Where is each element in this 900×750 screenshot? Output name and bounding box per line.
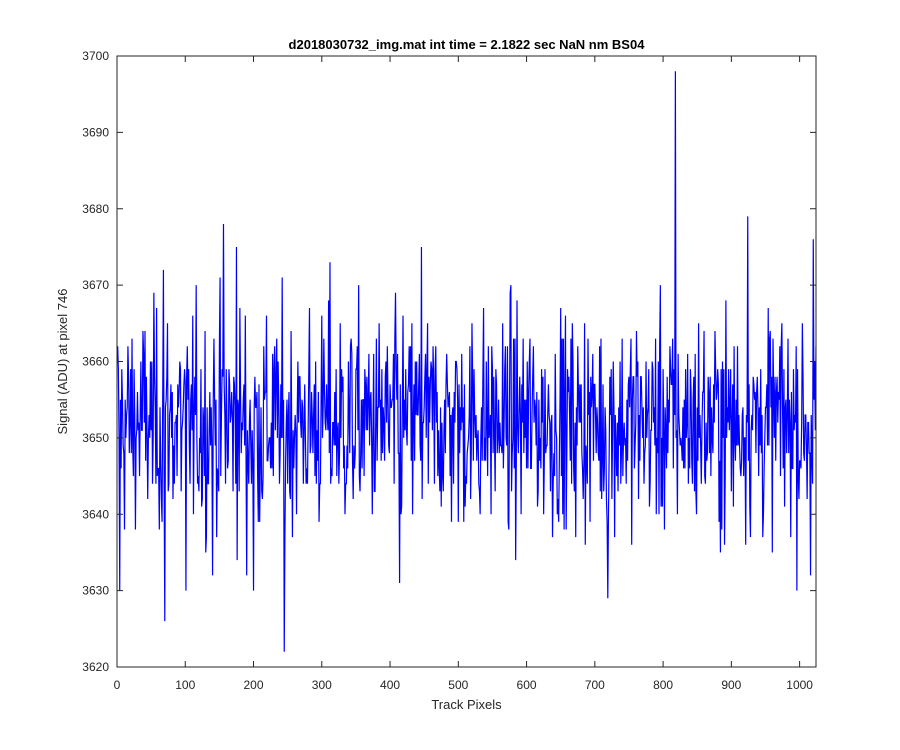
x-tick-label: 100: [175, 678, 195, 692]
x-tick-label: 400: [380, 678, 400, 692]
axes-background: [117, 56, 816, 667]
y-tick-label: 3650: [82, 431, 109, 445]
y-tick-label: 3700: [82, 49, 109, 63]
x-tick-label: 200: [244, 678, 264, 692]
y-tick-label: 3640: [82, 507, 109, 521]
x-axis-ticks: 0 100 200 300 400 500 600 700 800 900 1000: [114, 56, 813, 692]
y-tick-label: 3630: [82, 584, 109, 598]
y-tick-label: 3690: [82, 125, 109, 139]
x-tick-label: 900: [721, 678, 741, 692]
y-tick-label: 3660: [82, 355, 109, 369]
y-tick-label: 3680: [82, 202, 109, 216]
y-tick-label: 3670: [82, 278, 109, 292]
chart-title: d2018030732_img.mat int time = 2.1822 se…: [289, 37, 646, 52]
y-axis-label: Signal (ADU) at pixel 746: [55, 289, 70, 435]
y-tick-label: 3620: [82, 660, 109, 674]
x-tick-label: 700: [585, 678, 605, 692]
x-tick-label: 1000: [786, 678, 813, 692]
x-tick-label: 800: [653, 678, 673, 692]
y-axis-ticks: 3620 3630 3640 3650 3660 3670 3680 3690 3700: [82, 49, 816, 674]
series-line: [117, 71, 816, 652]
series-layer: [117, 71, 816, 652]
x-tick-label: 500: [448, 678, 468, 692]
x-tick-label: 300: [312, 678, 332, 692]
x-axis-label: Track Pixels: [431, 697, 502, 712]
x-tick-label: 600: [517, 678, 537, 692]
x-tick-label: 0: [114, 678, 121, 692]
